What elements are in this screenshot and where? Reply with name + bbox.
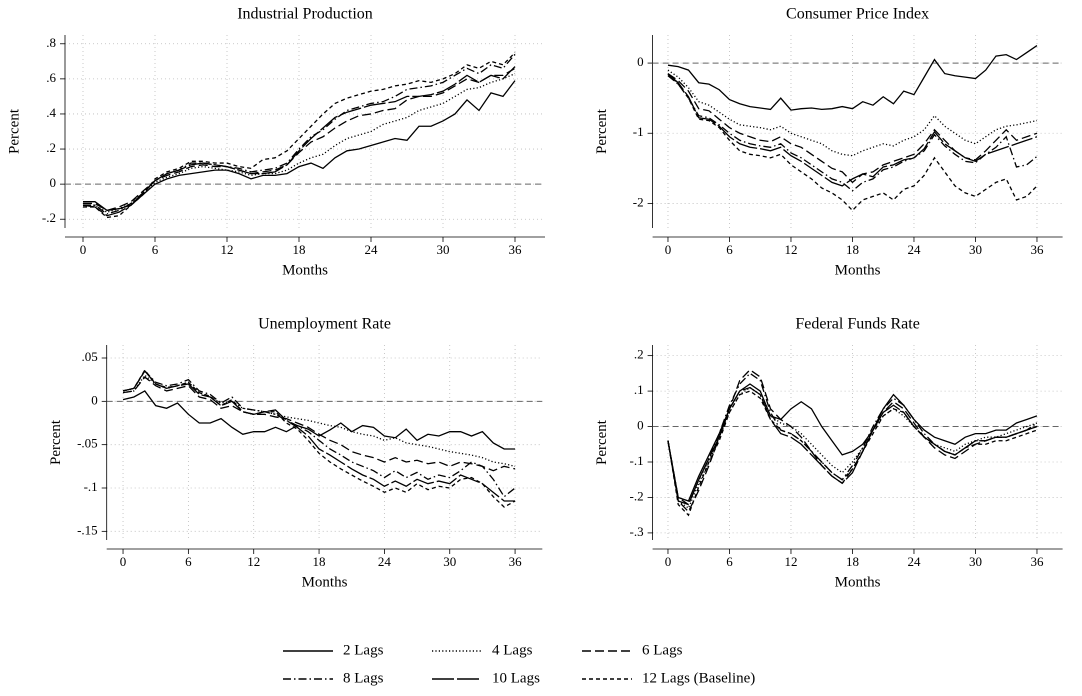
x-tick-label: 36 xyxy=(1030,242,1044,257)
series-line xyxy=(667,73,1038,187)
series-line xyxy=(667,75,1038,192)
y-tick-label: 0 xyxy=(637,418,644,433)
legend-label: 2 Lags xyxy=(343,642,384,658)
series-line xyxy=(667,73,1038,212)
series-line xyxy=(122,390,516,450)
x-tick-label: 6 xyxy=(726,554,733,569)
legend-label: 10 Lags xyxy=(492,670,540,686)
x-axis-label: Months xyxy=(302,574,348,590)
series-line xyxy=(122,368,516,508)
series-line xyxy=(667,386,1038,506)
y-axis-label: Percent xyxy=(48,419,64,465)
x-tick-label: 24 xyxy=(365,242,379,257)
x-tick-label: 30 xyxy=(443,554,456,569)
x-tick-label: 18 xyxy=(293,242,306,257)
x-tick-label: 12 xyxy=(221,242,234,257)
y-tick-label: -1 xyxy=(633,124,644,139)
legend-label: 12 Lags (Baseline) xyxy=(642,670,755,686)
series-line xyxy=(122,369,516,498)
y-tick-label: .2 xyxy=(46,140,56,155)
x-tick-label: 0 xyxy=(120,554,127,569)
panel: Unemployment Rate -.15 -.1 -.05 0 .05 0 6 12 18 24… xyxy=(48,316,543,590)
x-tick-label: 6 xyxy=(185,554,192,569)
y-tick-label: .2 xyxy=(634,347,644,362)
series-line xyxy=(122,374,516,467)
panel: Consumer Price Index -2 -1 0 0 6 12 18 24 30 36 Mon… xyxy=(594,6,1063,278)
legend-label: 4 Lags xyxy=(492,642,533,658)
legend-label: 6 Lags xyxy=(642,642,683,658)
x-tick-label: 36 xyxy=(509,242,523,257)
x-axis-label: Months xyxy=(282,262,328,278)
y-tick-label: -.2 xyxy=(630,488,644,503)
series-line xyxy=(83,53,516,215)
y-tick-label: .6 xyxy=(46,70,56,85)
x-tick-label: 6 xyxy=(726,242,733,257)
series-line xyxy=(122,369,516,502)
y-tick-label: -.1 xyxy=(630,453,644,468)
y-tick-label: -2 xyxy=(633,194,644,209)
panel: Federal Funds Rate -.3 -.2 -.1 0 .1 .2 0 6 12 18 24… xyxy=(594,316,1063,590)
y-tick-label: 0 xyxy=(50,175,57,190)
legend-label: 8 Lags xyxy=(343,670,384,686)
x-axis-label: Months xyxy=(835,262,881,278)
x-tick-label: 24 xyxy=(378,554,392,569)
y-tick-label: -.3 xyxy=(630,524,644,539)
panel-title: Unemployment Rate xyxy=(258,316,391,333)
x-tick-label: 30 xyxy=(969,554,982,569)
x-tick-label: 12 xyxy=(247,554,260,569)
x-tick-label: 30 xyxy=(437,242,450,257)
x-tick-label: 0 xyxy=(665,242,672,257)
x-tick-label: 24 xyxy=(907,554,921,569)
panel-title: Consumer Price Index xyxy=(786,6,929,23)
y-tick-label: .4 xyxy=(46,105,56,120)
x-tick-label: 18 xyxy=(846,242,859,257)
x-tick-label: 0 xyxy=(665,554,672,569)
series-line xyxy=(667,390,1038,517)
x-tick-label: 30 xyxy=(969,242,982,257)
y-axis-label: Percent xyxy=(6,108,22,154)
y-tick-label: 0 xyxy=(637,54,644,69)
y-tick-label: -.1 xyxy=(84,479,98,494)
panel-title: Industrial Production xyxy=(237,6,373,23)
x-tick-label: 36 xyxy=(509,554,523,569)
series-line xyxy=(667,69,1038,157)
series-line xyxy=(83,80,516,212)
y-tick-label: .8 xyxy=(46,35,56,50)
series-line xyxy=(82,66,516,217)
x-tick-label: 0 xyxy=(80,242,87,257)
y-tick-label: .1 xyxy=(634,382,644,397)
series-line xyxy=(83,52,516,219)
x-axis-label: Months xyxy=(835,574,881,590)
panel: Industrial Production -.2 0 .2 .4 .6 .8 0 6 12 18 2… xyxy=(6,6,545,278)
x-tick-label: 18 xyxy=(846,554,859,569)
x-tick-label: 18 xyxy=(313,554,326,569)
x-tick-label: 12 xyxy=(784,554,797,569)
y-tick-label: -.05 xyxy=(77,436,98,451)
y-tick-label: .05 xyxy=(81,349,97,364)
x-tick-label: 6 xyxy=(152,242,159,257)
x-tick-label: 24 xyxy=(907,242,921,257)
y-tick-label: -.15 xyxy=(77,522,98,537)
y-tick-label: -.2 xyxy=(42,210,56,225)
panel-title: Federal Funds Rate xyxy=(795,316,919,333)
y-tick-label: 0 xyxy=(91,392,98,407)
series-line xyxy=(122,376,516,472)
y-axis-label: Percent xyxy=(594,419,610,465)
x-tick-label: 36 xyxy=(1030,554,1044,569)
series-line xyxy=(667,73,1038,184)
legend: 2 Lags 4 Lags 6 Lags 8 Lags 10 Lags 12 Lags (… xyxy=(283,642,755,686)
series-line xyxy=(667,44,1038,111)
y-axis-label: Percent xyxy=(594,108,610,154)
x-tick-label: 12 xyxy=(784,242,797,257)
